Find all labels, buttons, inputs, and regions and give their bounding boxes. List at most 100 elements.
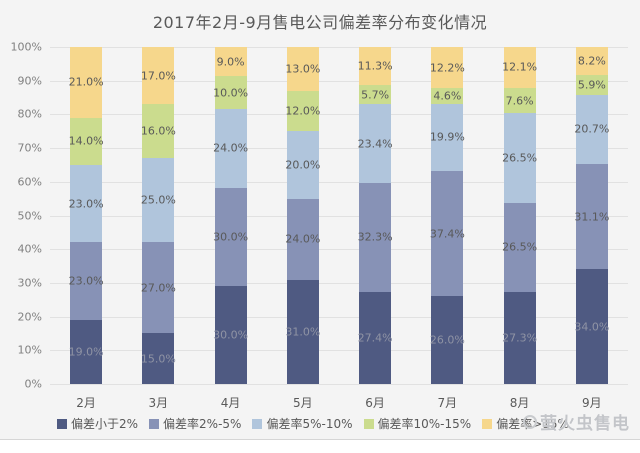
bar-segment: 12.1% (502, 47, 537, 88)
stacked-bar: 26.0% 37.4% 19.9% 4.6% 12.2% (430, 47, 465, 384)
bar-segment: 9.0% (214, 47, 247, 77)
bar-segment: 26.5% (502, 113, 537, 203)
legend-label: 偏差率10%-15% (377, 417, 472, 431)
gridline (50, 215, 628, 217)
x-tick-label: 3月 (148, 396, 169, 410)
bar-segment-label: 27.4% (357, 331, 393, 345)
bar-column: 27.4% 32.3% 23.4% 5.7% 11.3% 6月 (339, 47, 411, 410)
legend-swatch (363, 418, 374, 429)
bar-segment-label: 23.0% (68, 197, 104, 211)
bar-segment: 19.9% (430, 103, 465, 171)
bar-segment-label: 4.6% (433, 89, 462, 103)
bar-segment: 31.1% (574, 164, 609, 270)
bar-segment-label: 12.2% (429, 61, 465, 75)
gridline (50, 80, 628, 82)
legend-label: 偏差率5%-10% (266, 417, 353, 431)
bar-segment-label: 37.4% (429, 227, 465, 241)
bar-segment-label: 9.0% (216, 55, 245, 69)
bar-segment: 23.4% (358, 104, 393, 184)
bar-segment: 13.0% (285, 47, 320, 91)
legend-swatch (57, 418, 67, 429)
bar-segment: 12.2% (430, 47, 465, 89)
bar-column: 27.3% 26.5% 26.5% 7.6% 12.1% 8月 (484, 47, 556, 410)
footer-strip (0, 440, 640, 453)
y-tick-label: 40% (17, 242, 42, 256)
bar-segment: 19.0% (69, 319, 104, 384)
legend-swatch (252, 418, 263, 429)
gridline (50, 316, 628, 318)
bar-segment: 10.0% (213, 76, 248, 110)
bar-segment-label: 20.7% (574, 122, 610, 136)
bar-segment: 24.0% (285, 198, 320, 280)
bar-segment-label: 7.6% (505, 94, 534, 108)
bar-segment-label: 34.0% (574, 320, 610, 334)
bar-segment-label: 5.7% (361, 88, 390, 102)
gridline (50, 148, 628, 150)
y-tick-label: 70% (17, 141, 42, 155)
bar-column: 31.0% 24.0% 20.0% 12.0% 13.0% 5月 (267, 47, 339, 410)
bar-segment-label: 27.3% (502, 331, 538, 345)
bar-segment: 17.0% (141, 47, 176, 105)
gridline (50, 47, 628, 48)
bar-segment-label: 32.3% (357, 230, 393, 244)
bar-segment: 27.4% (358, 291, 393, 384)
bar-segment-label: 13.0% (285, 62, 321, 76)
bar-segment-label: 20.0% (285, 158, 321, 172)
stacked-bar: 34.0% 31.1% 20.7% 5.9% 8.2% (574, 47, 609, 384)
bar-segment-label: 26.5% (502, 151, 538, 165)
bar-segment-label: 31.1% (574, 210, 610, 224)
y-tick-label: 100% (10, 40, 42, 54)
bar-segment-label: 27.0% (140, 281, 176, 295)
legend: 偏差小于2% 偏差率2%-5% 偏差率5%-10% 偏差率10%-15% 偏差率>15% (57, 415, 569, 432)
plot-area: 19.0% 23.0% 23.0% 14.0% 21.0% 2月 15.0% 27.0% 25.… (50, 47, 628, 410)
watermark: 萤火虫售电 (523, 409, 630, 434)
y-tick-label: 20% (17, 310, 42, 324)
bar-segment-label: 21.0% (68, 75, 104, 89)
bar-segment: 27.3% (502, 292, 537, 384)
legend-item: 偏差率10%-15% (363, 415, 472, 432)
gridline (50, 350, 628, 352)
y-tick-label: 50% (17, 209, 42, 222)
x-tick-label: 9月 (582, 396, 602, 410)
y-tick-label: 80% (17, 107, 42, 121)
gridline (50, 384, 628, 385)
bar-segment: 25.0% (141, 158, 176, 243)
x-tick-label: 5月 (293, 396, 313, 410)
bar-column: 34.0% 31.1% 20.7% 5.9% 8.2% 9月 (556, 47, 628, 410)
chart-title: 2017年2月-9月售电公司偏差率分布变化情况 (152, 13, 488, 32)
bar-segment: 24.0% (213, 109, 248, 188)
bar-segment-label: 11.3% (357, 59, 393, 73)
legend-swatch (149, 418, 160, 429)
gridline (50, 282, 628, 284)
legend-item: 偏差率5%-10% (252, 415, 353, 432)
x-tick-label: 6月 (365, 396, 385, 410)
bar-segment: 12.0% (285, 90, 320, 132)
bar-segment: 14.0% (69, 117, 104, 165)
bar-segment: 5.9% (575, 74, 608, 95)
bar-segment: 21.0% (69, 47, 104, 118)
bar-segment: 37.4% (430, 170, 465, 297)
stacked-bar: 27.4% 32.3% 23.4% 5.7% 11.3% (358, 47, 393, 384)
x-tick-label: 7月 (437, 396, 458, 410)
gridline (50, 181, 628, 183)
bar-segment-label: 30.0% (213, 230, 249, 244)
watermark-text: 萤火虫售电 (540, 414, 630, 434)
stacked-bar: 19.0% 23.0% 23.0% 14.0% 21.0% (69, 47, 104, 384)
bar-segment-label: 26.0% (429, 333, 465, 347)
gridline (50, 249, 628, 251)
bar-segment-label: 23.0% (68, 274, 104, 288)
bar-segment: 34.0% (574, 269, 609, 384)
bar-column: 30.0% 30.0% 24.0% 10.0% 9.0% 4月 (195, 47, 267, 410)
bar-segment-label: 24.0% (213, 141, 249, 155)
bar-column: 19.0% 23.0% 23.0% 14.0% 21.0% 2月 (50, 47, 122, 410)
x-tick-label: 2月 (76, 396, 96, 410)
bar-segment: 23.0% (69, 242, 104, 320)
bar-column: 15.0% 27.0% 25.0% 16.0% 17.0% 3月 (122, 47, 194, 410)
bar-segment-label: 16.0% (140, 124, 176, 138)
bar-column: 26.0% 37.4% 19.9% 4.6% 12.2% 7月 (411, 47, 483, 410)
y-tick-label: 30% (17, 276, 42, 290)
y-tick-label: 0% (24, 377, 42, 391)
bar-segment-label: 5.9% (577, 78, 606, 92)
x-tick-label: 8月 (509, 396, 530, 410)
